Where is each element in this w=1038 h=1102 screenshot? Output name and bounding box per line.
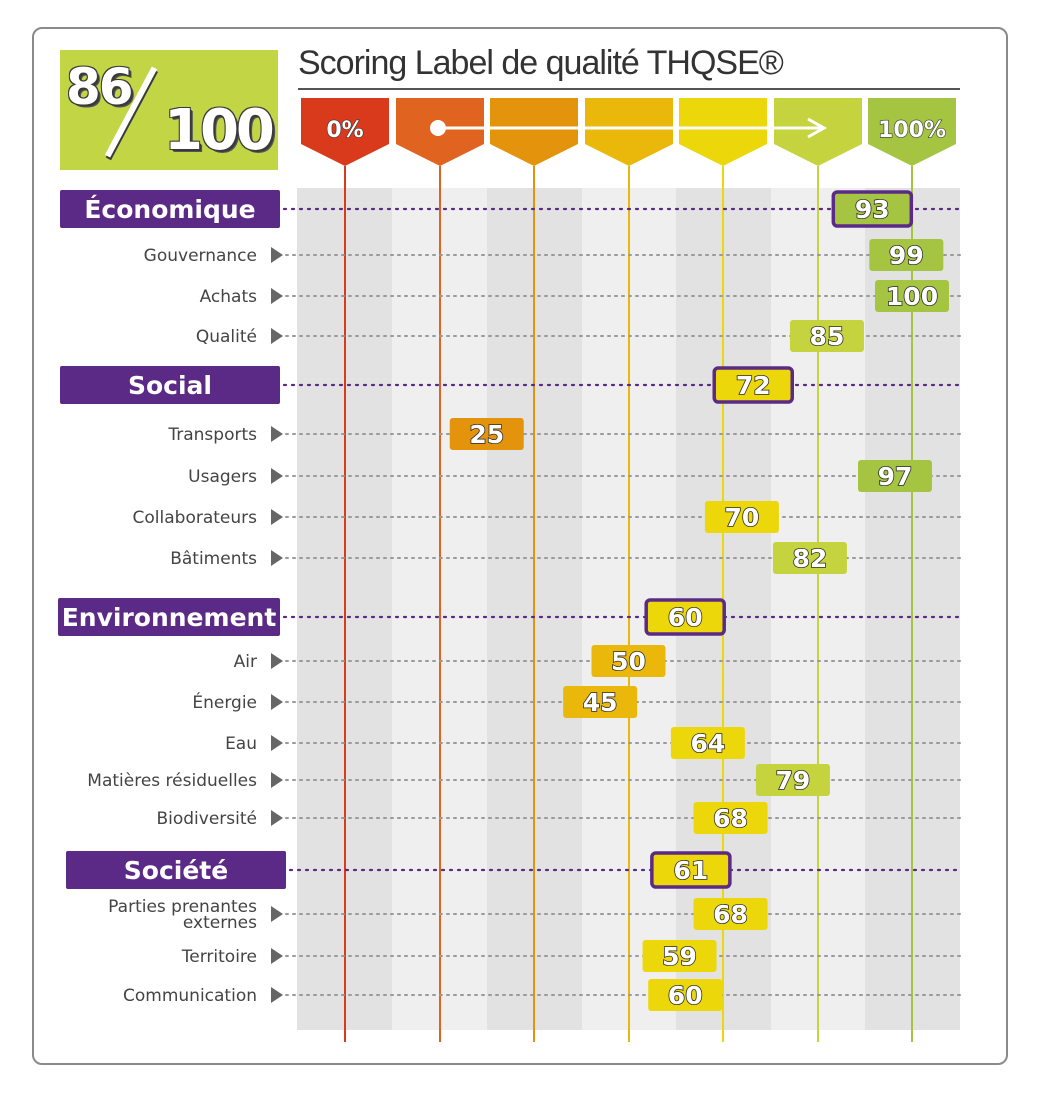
row-label-continued: externes (183, 913, 257, 933)
row-arrow-icon (271, 810, 283, 826)
row-arrow-icon (271, 328, 283, 344)
row-label: Énergie (192, 691, 257, 713)
group-value-box (650, 851, 732, 889)
row-arrow-icon (271, 426, 283, 442)
value-label: 61 (673, 856, 708, 885)
scale-tab (868, 98, 956, 166)
row-arrow-icon (271, 735, 283, 751)
value-label: 59 (662, 942, 697, 971)
row-label: Collaborateurs (133, 508, 258, 528)
row-value-box (755, 764, 830, 796)
row-label: Parties prenantes (108, 897, 257, 917)
row-arrow-icon (271, 906, 283, 922)
value-label: 85 (810, 322, 845, 351)
scale-tab (585, 98, 673, 166)
value-label: 100 (886, 282, 938, 311)
value-label: 72 (736, 371, 771, 400)
row-label: Bâtiments (170, 549, 257, 569)
scale-tab (679, 98, 767, 166)
row-value-box (563, 686, 638, 718)
scale-arrow-head (807, 117, 828, 139)
value-label: 64 (690, 729, 725, 758)
row-arrow-icon (271, 653, 283, 669)
value-label: 50 (611, 647, 646, 676)
row-arrow-icon (271, 948, 283, 964)
row-value-box (704, 501, 779, 533)
overall-score-max: 100 (164, 98, 275, 163)
row-arrow-icon (271, 550, 283, 566)
row-label: Eau (225, 734, 257, 754)
group-value-box (644, 598, 726, 636)
value-label: 68 (713, 900, 748, 929)
value-label: 45 (583, 688, 618, 717)
scale-start-label: 0% (326, 118, 363, 143)
row-value-box (642, 940, 717, 972)
group-label: Économique (84, 195, 255, 224)
value-label: 68 (713, 804, 748, 833)
row-arrow-icon (271, 509, 283, 525)
group-label: Social (128, 371, 212, 400)
row-value-box (670, 727, 745, 759)
row-label: Achats (200, 287, 258, 307)
row-value-box (693, 898, 768, 930)
value-label: 97 (878, 462, 913, 491)
value-label: 60 (668, 981, 703, 1010)
row-value-box (789, 320, 864, 352)
row-label: Qualité (196, 327, 257, 347)
group-value-box (831, 190, 914, 228)
row-arrow-icon (271, 468, 283, 484)
row-value-box (449, 418, 524, 450)
row-arrow-icon (271, 987, 283, 1003)
row-arrow-icon (271, 694, 283, 710)
value-label: 79 (776, 766, 811, 795)
scale-arrow-dot (430, 120, 446, 136)
row-arrow-icon (271, 772, 283, 788)
row-label: Transports (167, 425, 257, 445)
row-value-box (869, 239, 944, 271)
overall-score-badge (60, 50, 278, 170)
group-label-box (66, 851, 286, 889)
scale-tab (490, 98, 578, 166)
group-label-box (60, 366, 280, 404)
value-label: 99 (889, 241, 924, 270)
title-underline (298, 88, 960, 90)
value-label: 70 (725, 503, 760, 532)
row-label: Air (234, 652, 257, 672)
row-label: Territoire (181, 947, 257, 967)
value-label: 25 (469, 420, 504, 449)
value-label: 60 (668, 603, 703, 632)
scale-end-label: 100% (878, 118, 946, 143)
row-label: Gouvernance (144, 246, 257, 266)
group-value-box (712, 366, 794, 404)
row-label: Matières résiduelles (87, 771, 257, 791)
group-label: Société (124, 856, 228, 885)
row-arrow-icon (271, 247, 283, 263)
row-label: Communication (123, 986, 257, 1006)
row-label: Usagers (188, 467, 257, 487)
group-label-box (58, 598, 280, 636)
row-value-box (772, 542, 847, 574)
chart-title: Scoring Label de qualité THQSE® (298, 44, 784, 82)
row-value-box (857, 460, 932, 492)
group-label-box (60, 190, 280, 228)
scale-tab (301, 98, 389, 166)
row-value-box (591, 645, 666, 677)
value-label: 93 (855, 195, 890, 224)
overall-score-value: 86 (66, 58, 134, 116)
row-arrow-icon (271, 288, 283, 304)
group-label: Environnement (62, 603, 277, 632)
row-label: Biodiversité (156, 809, 257, 829)
row-value-box (648, 979, 723, 1011)
row-value-box (693, 802, 768, 834)
row-value-box (875, 280, 949, 312)
value-label: 82 (793, 544, 828, 573)
